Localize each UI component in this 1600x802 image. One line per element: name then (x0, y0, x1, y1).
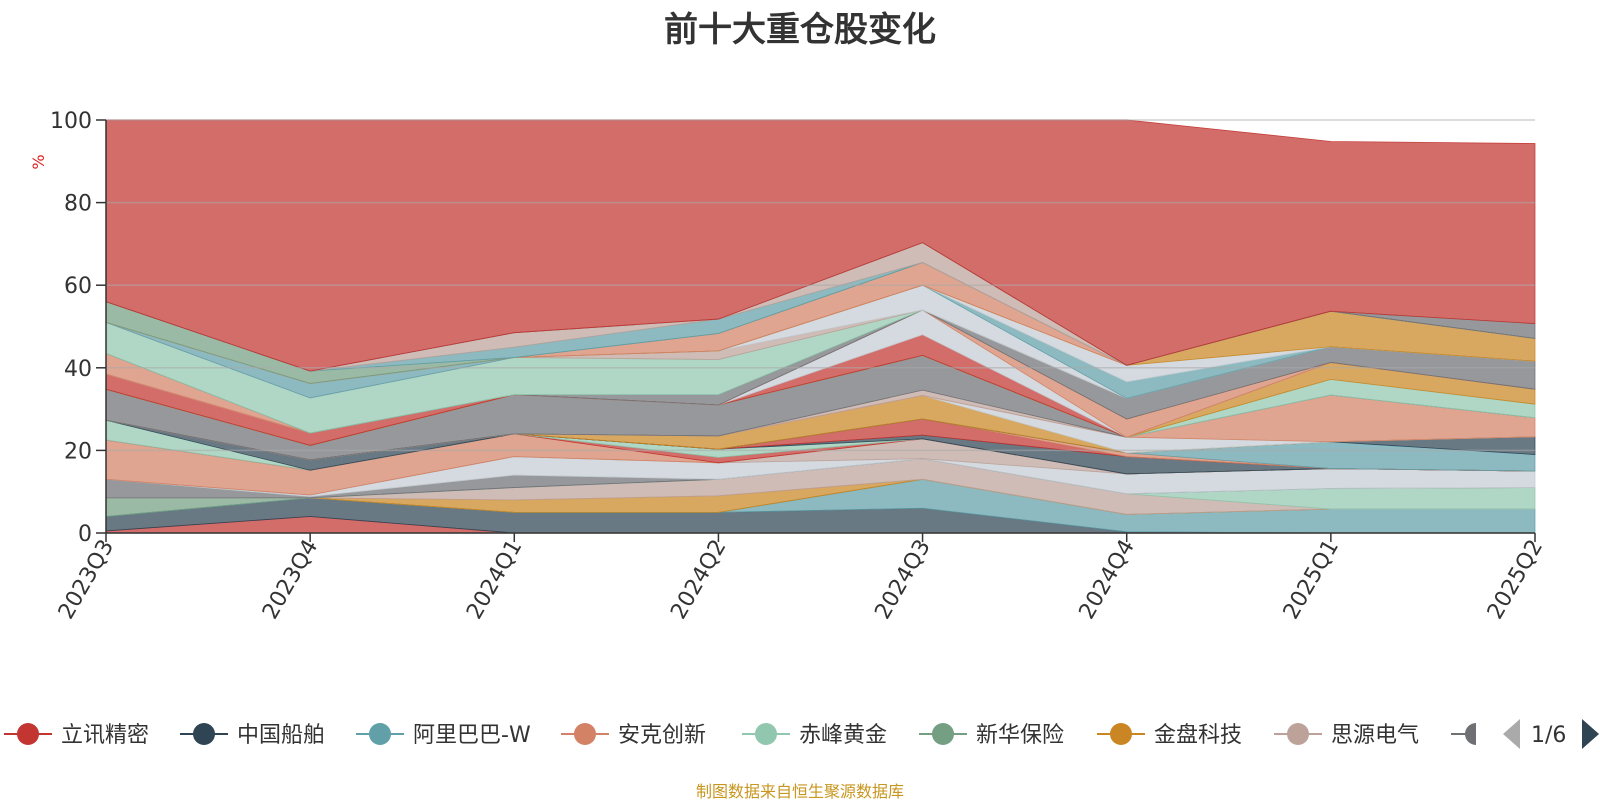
y-tick-label-40: 40 (64, 357, 92, 382)
legend-label: 安克创新 (618, 723, 706, 748)
y-tick-label-100: 100 (50, 109, 92, 134)
legend-item-1[interactable]: 中国船舶 (180, 723, 325, 748)
x-tick-label-2: 2024Q1 (462, 536, 527, 624)
legend-item-5[interactable]: 新华保险 (919, 723, 1064, 748)
legend-marker (932, 723, 954, 745)
legend-item-0[interactable]: 立讯精密 (4, 723, 149, 748)
legend-prev-page-icon[interactable] (1503, 719, 1520, 749)
x-tick-label-6: 2025Q1 (1279, 536, 1344, 624)
legend-marker (1110, 723, 1132, 745)
legend-marker (574, 723, 596, 745)
y-tick-label-80: 80 (64, 192, 92, 217)
legend-label: 阿里巴巴-W (413, 723, 531, 748)
legend-label: 立讯精密 (61, 723, 149, 748)
legend: 立讯精密 中国船舶 阿里巴巴-W 安克创新 赤峰黄金 新华保险 金盘科技 思源电气 1/6 (4, 719, 1599, 749)
legend-item-4[interactable]: 赤峰黄金 (742, 723, 887, 748)
y-axis-label: % (29, 154, 48, 169)
legend-marker (1287, 723, 1309, 745)
gridlines (106, 119, 1535, 534)
y-tick-label-60: 60 (64, 274, 92, 299)
y-tick-label-0: 0 (78, 522, 92, 547)
x-tick-label-1: 2023Q4 (258, 536, 323, 624)
x-tick-label-4: 2024Q3 (870, 536, 935, 624)
x-tick-label-5: 2024Q4 (1075, 536, 1140, 624)
legend-marker (369, 723, 391, 745)
legend-item-7[interactable]: 思源电气 (1274, 723, 1419, 748)
y-tick-label-20: 20 (64, 439, 92, 464)
legend-label: 思源电气 (1331, 723, 1419, 748)
legend-marker (755, 723, 777, 745)
data-source-note: 制图数据来自恒生聚源数据库 (695, 782, 904, 801)
legend-next-page-icon[interactable] (1582, 719, 1599, 749)
legend-label: 中国船舶 (237, 723, 325, 748)
legend-label: 新华保险 (976, 723, 1064, 748)
legend-page-indicator: 1/6 (1531, 723, 1566, 748)
legend-marker (17, 723, 39, 745)
x-tick-label-3: 2024Q2 (666, 536, 731, 624)
legend-item-3[interactable]: 安克创新 (561, 723, 706, 748)
x-tick-label-7: 2025Q2 (1483, 536, 1548, 624)
x-tick-label-0: 2023Q3 (54, 536, 119, 624)
legend-item-partial-marker (1465, 723, 1476, 745)
legend-item-2[interactable]: 阿里巴巴-W (356, 723, 531, 748)
legend-label: 赤峰黄金 (799, 723, 887, 748)
legend-marker (193, 723, 215, 745)
legend-item-6[interactable]: 金盘科技 (1097, 723, 1242, 748)
legend-label: 金盘科技 (1154, 723, 1242, 748)
area-layers (105, 119, 1536, 534)
chart-title: 前十大重仓股变化 (664, 10, 936, 50)
